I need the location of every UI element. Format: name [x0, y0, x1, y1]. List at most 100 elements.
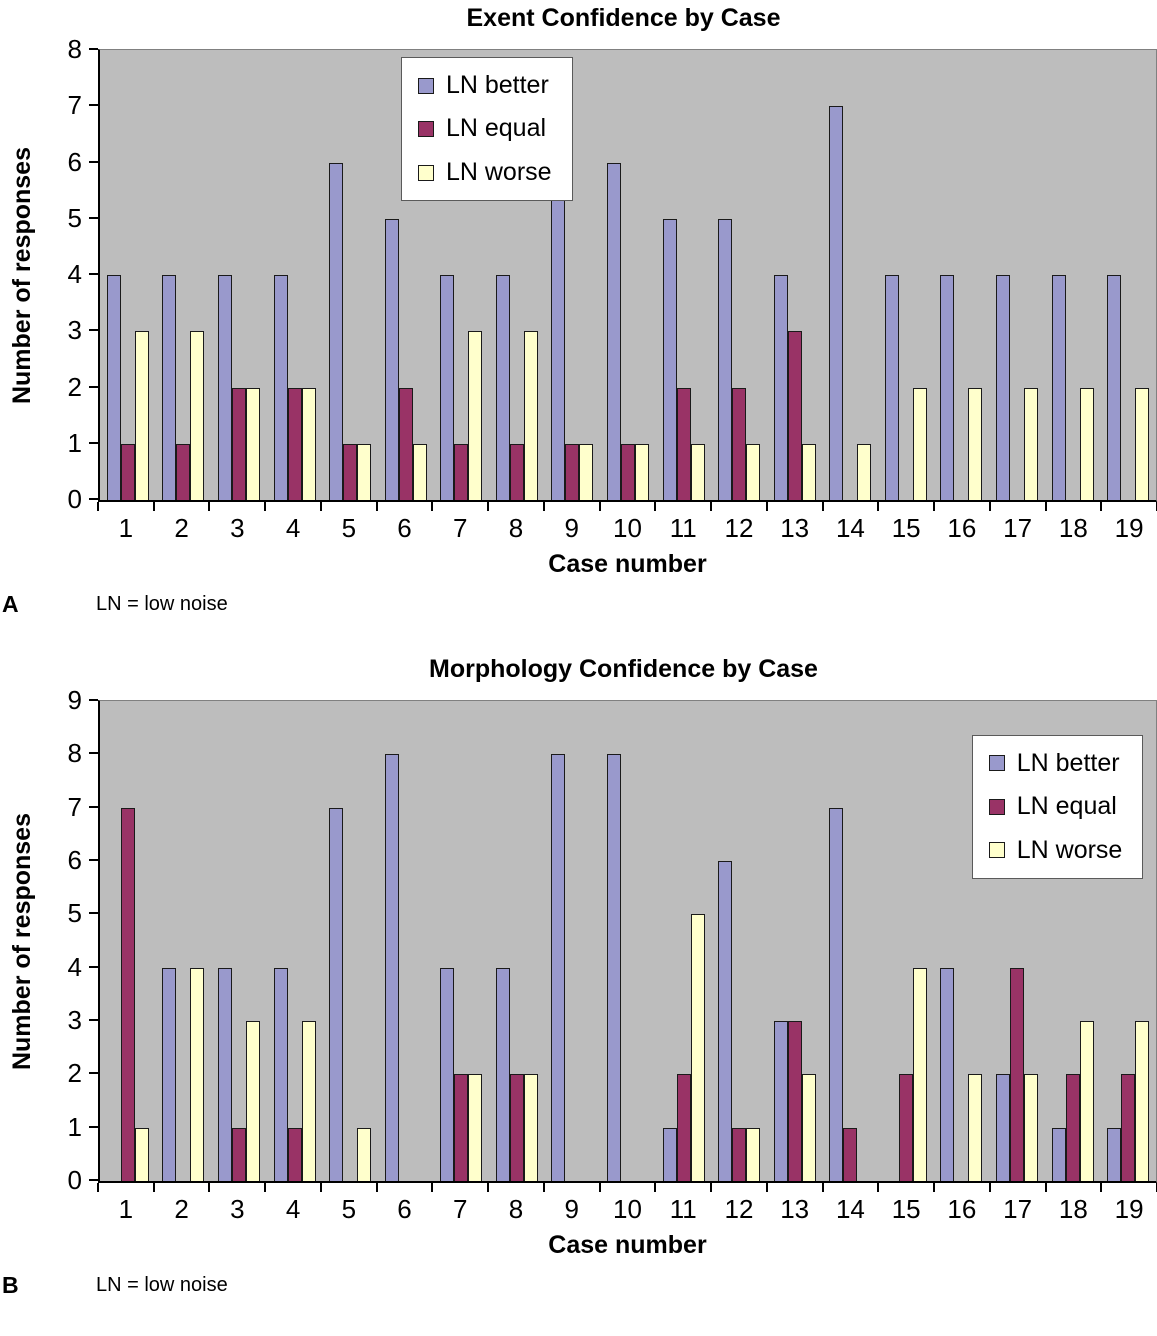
bar-ln-equal — [676, 387, 691, 500]
x-tick-label: 11 — [669, 513, 697, 543]
bar-ln-better — [329, 162, 344, 500]
y-tick-mark — [89, 912, 98, 915]
y-tick-label: 5 — [67, 898, 82, 929]
y-tick-mark — [89, 441, 98, 444]
bar-ln-worse — [968, 387, 983, 500]
bar-ln-worse — [1135, 1021, 1150, 1181]
panel-b: Morphology Confidence by Case Number of … — [0, 655, 1157, 1302]
bar-group — [823, 50, 879, 500]
y-tick-label: 0 — [67, 484, 82, 514]
bar-ln-equal — [120, 807, 135, 1181]
x-tick-mark — [765, 502, 768, 511]
bar-ln-worse — [190, 331, 205, 500]
y-tick-mark — [89, 216, 98, 219]
bar-ln-worse — [1079, 387, 1094, 500]
y-tick-mark — [89, 1179, 98, 1181]
y-tick-mark — [89, 104, 98, 107]
x-ticks — [97, 502, 1157, 511]
bar-ln-better — [551, 754, 566, 1181]
bar-group — [267, 50, 323, 500]
bar-group — [989, 50, 1045, 500]
y-tick-mark — [89, 1072, 98, 1075]
x-tick-label: 2 — [174, 513, 189, 543]
bar-ln-worse — [523, 1074, 538, 1181]
x-tick-label: 15 — [891, 1194, 921, 1224]
x-tick-label: 10 — [613, 1194, 642, 1224]
x-tick-label: 8 — [508, 513, 524, 543]
bar-ln-better — [217, 275, 232, 500]
legend-swatch-ln-better — [417, 77, 434, 94]
x-tick-mark — [487, 502, 490, 511]
x-tick-mark — [542, 502, 545, 511]
x-axis-label: Case number — [548, 550, 707, 578]
y-axis: 0 1 2 3 4 5 6 7 8 — [44, 36, 98, 512]
x-tick-label: 17 — [1003, 513, 1033, 543]
y-tick-mark — [89, 329, 98, 332]
bar-ln-better — [495, 275, 510, 500]
y-tick-label: 4 — [67, 259, 82, 289]
bar-ln-better — [106, 275, 121, 500]
x-tick-mark — [710, 502, 713, 511]
x-tick-mark — [877, 1183, 880, 1192]
bar-ln-worse — [357, 1127, 372, 1181]
y-tick-label: 0 — [67, 1165, 82, 1195]
y-axis: 0 1 2 3 4 5 6 7 8 9 — [44, 687, 98, 1193]
bar-ln-better — [829, 807, 844, 1181]
bar-ln-better — [662, 1127, 677, 1181]
x-tick-mark — [1100, 502, 1103, 511]
bar-ln-equal — [620, 443, 635, 500]
bar-ln-better — [384, 754, 399, 1181]
bar-ln-better — [1051, 275, 1066, 500]
bar-group — [656, 50, 712, 500]
x-tick-labels: 1 2 3 4 5 6 7 8 9 10 11 12 13 14 15 16 17 18 19 — [98, 1194, 1157, 1225]
bar-group — [878, 701, 934, 1181]
bar-ln-worse — [1079, 1021, 1094, 1181]
bar-ln-better — [996, 275, 1011, 500]
bar-ln-equal — [231, 387, 246, 500]
bar-ln-better — [162, 275, 177, 500]
bar-ln-equal — [1065, 1074, 1080, 1181]
y-tick-label: 9 — [67, 685, 82, 715]
x-tick-mark — [97, 1183, 99, 1192]
bar-group — [656, 701, 712, 1181]
bar-group — [211, 701, 267, 1181]
bar-group — [1100, 701, 1156, 1181]
bar-ln-equal — [843, 1127, 858, 1181]
bar-group — [267, 701, 323, 1181]
bar-ln-worse — [190, 967, 205, 1181]
legend-swatch-ln-equal — [988, 798, 1005, 815]
y-axis-label: Number of responses — [7, 812, 36, 1070]
bar-ln-better — [162, 967, 177, 1181]
y-tick-label: 4 — [67, 951, 82, 982]
bar-ln-worse — [1024, 1074, 1039, 1181]
bar-group — [378, 50, 434, 500]
bar-ln-worse — [801, 1074, 816, 1181]
x-tick-mark — [97, 502, 99, 511]
footnote: LN = low noise — [96, 1274, 228, 1296]
bar-ln-worse — [746, 443, 761, 500]
bar-ln-better — [273, 967, 288, 1181]
bar-ln-worse — [357, 443, 372, 500]
legend-swatch-ln-equal — [417, 121, 434, 137]
bar-ln-equal — [676, 1074, 691, 1181]
bar-ln-equal — [898, 1074, 913, 1181]
y-tick-mark — [89, 1125, 98, 1128]
y-tick-mark — [89, 160, 98, 163]
x-tick-mark — [765, 1183, 768, 1192]
y-tick-mark — [89, 48, 98, 50]
x-tick-mark — [598, 1183, 601, 1192]
bar-ln-equal — [398, 387, 413, 500]
bar-ln-equal — [732, 387, 747, 500]
x-tick-label: 19 — [1114, 1194, 1144, 1224]
x-tick-mark — [654, 502, 657, 511]
panel-letter: B — [2, 1272, 19, 1298]
legend-item: LN worse — [417, 158, 552, 187]
bar-ln-better — [495, 967, 510, 1181]
bar-ln-better — [940, 967, 955, 1181]
bar-ln-worse — [746, 1127, 761, 1181]
x-tick-mark — [877, 502, 880, 511]
x-tick-mark — [988, 502, 991, 511]
bar-ln-worse — [134, 1127, 149, 1181]
bar-ln-equal — [287, 387, 302, 500]
